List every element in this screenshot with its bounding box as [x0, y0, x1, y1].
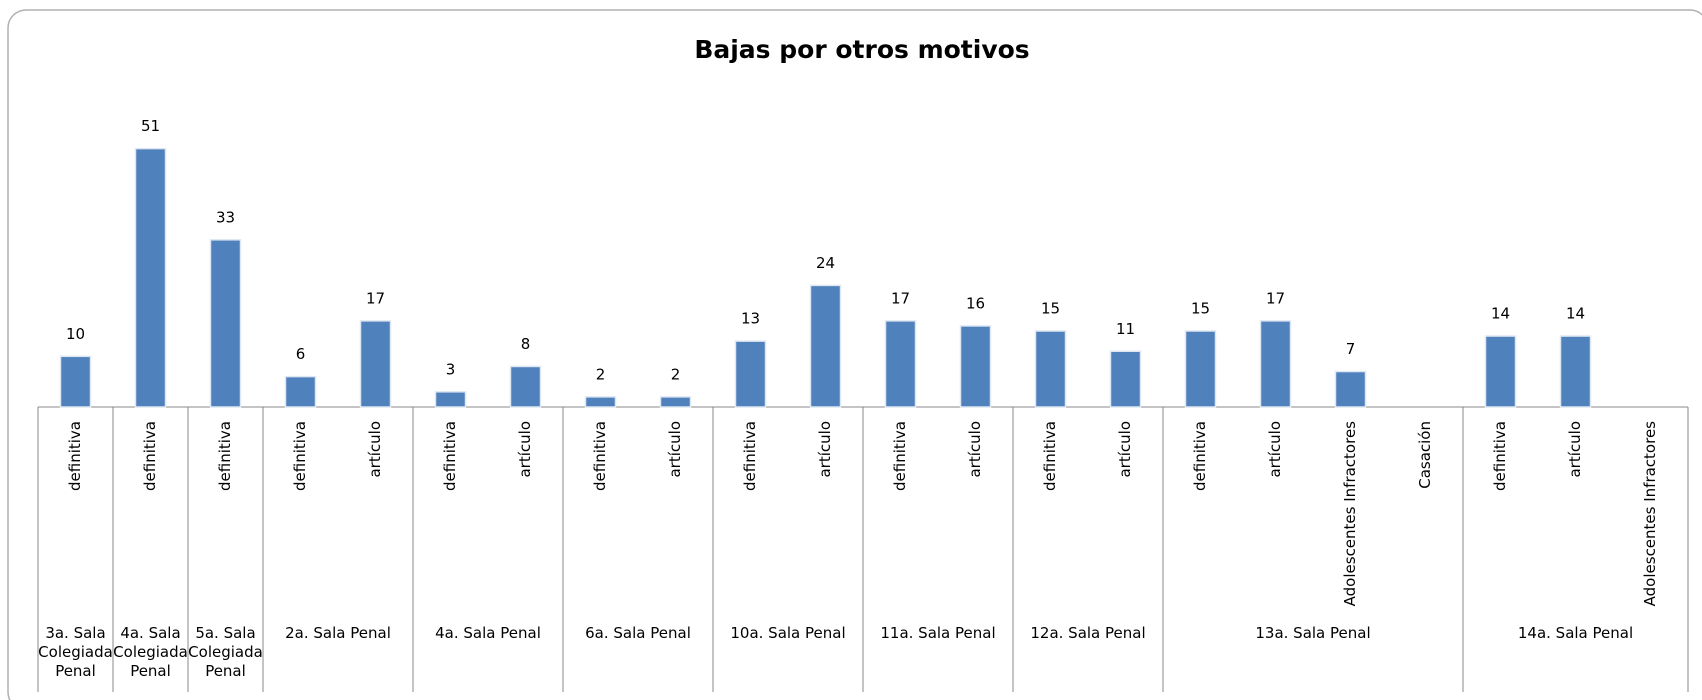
x-tick-label: artículo [1566, 421, 1584, 478]
group-label: 12a. Sala Penal [1030, 624, 1146, 642]
group-label: 3a. Sala Colegiada Penal [38, 624, 113, 680]
chart-border [7, 9, 1702, 700]
value-label: 7 [1346, 340, 1356, 358]
bar [584, 396, 617, 408]
group-label: 10a. Sala Penal [730, 624, 846, 642]
group-label: 11a. Sala Penal [880, 624, 996, 642]
value-label: 13 [741, 310, 760, 328]
value-label: 24 [816, 254, 835, 272]
value-label: 3 [446, 360, 456, 378]
value-label: 10 [66, 325, 85, 343]
value-label: 11 [1116, 320, 1135, 338]
value-label: 14 [1566, 305, 1585, 323]
value-label: 17 [366, 289, 385, 307]
group-label: 5a. Sala Colegiada Penal [188, 624, 263, 680]
bar [1034, 330, 1067, 408]
value-label: 8 [521, 335, 531, 353]
value-label: 14 [1491, 305, 1510, 323]
bar [734, 340, 767, 408]
bar [1559, 335, 1592, 408]
value-label: 51 [141, 117, 160, 135]
value-label: 15 [1191, 300, 1210, 318]
x-tick-label: definitiva [1491, 421, 1509, 491]
value-label: 16 [966, 294, 985, 312]
chart-title: Bajas por otros motivos [694, 35, 1029, 64]
bar [1109, 350, 1142, 408]
x-tick-label: Adolescentes Infractores [1341, 421, 1359, 607]
x-tick-label: artículo [666, 421, 684, 478]
x-tick-label: artículo [1116, 421, 1134, 478]
value-label: 6 [296, 345, 306, 363]
group-label: 6a. Sala Penal [585, 624, 691, 642]
bar [134, 147, 167, 408]
bar [959, 325, 992, 408]
bar [59, 355, 92, 408]
bar [1259, 320, 1292, 408]
bar [659, 396, 692, 408]
x-tick-label: definitiva [891, 421, 909, 491]
x-tick-label: artículo [366, 421, 384, 478]
group-label: 14a. Sala Penal [1517, 624, 1634, 642]
bar [509, 365, 542, 408]
x-tick-label: artículo [816, 421, 834, 478]
group-label: 13a. Sala Penal [1255, 624, 1371, 642]
x-tick-label: definitiva [66, 421, 84, 491]
bar [1184, 330, 1217, 408]
bar [809, 284, 842, 408]
x-tick-label: Adolescentes Infractores [1641, 421, 1659, 607]
bar [1484, 335, 1517, 408]
value-label: 17 [891, 289, 910, 307]
group-label: 4a. Sala Penal [435, 624, 541, 642]
x-tick-label: definitiva [141, 421, 159, 491]
bar [284, 375, 317, 408]
x-tick-label: definitiva [441, 421, 459, 491]
x-tick-label: definitiva [741, 421, 759, 491]
x-tick-label: artículo [1266, 421, 1284, 478]
x-tick-label: definitiva [291, 421, 309, 491]
value-label: 2 [671, 365, 681, 383]
x-tick-label: definitiva [216, 421, 234, 491]
x-tick-label: Casación [1416, 421, 1434, 489]
x-tick-label: definitiva [591, 421, 609, 491]
value-label: 2 [596, 365, 606, 383]
x-tick-label: artículo [516, 421, 534, 478]
group-label: 2a. Sala Penal [285, 624, 391, 642]
group-label: 4a. Sala Colegiada Penal [113, 624, 188, 680]
bar [359, 320, 392, 408]
value-label: 17 [1266, 289, 1285, 307]
bar [209, 239, 242, 408]
x-tick-label: definitiva [1041, 421, 1059, 491]
bar [884, 320, 917, 408]
x-tick-label: definitiva [1191, 421, 1209, 491]
bar [434, 391, 467, 408]
value-label: 33 [216, 208, 235, 226]
x-tick-label: artículo [966, 421, 984, 478]
value-label: 15 [1041, 300, 1060, 318]
bar [1334, 370, 1367, 408]
